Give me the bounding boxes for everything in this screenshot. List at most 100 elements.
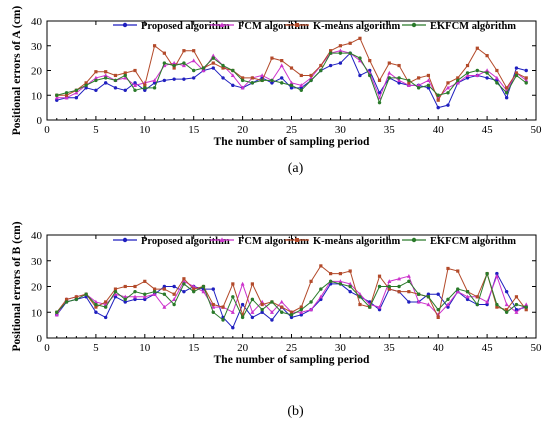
data-point (192, 287, 196, 291)
x-tick-label: 0 (44, 342, 50, 354)
data-point (416, 292, 421, 296)
data-point (299, 310, 304, 314)
data-point (485, 302, 489, 307)
data-point (64, 300, 69, 304)
data-point (348, 289, 352, 294)
data-point (387, 287, 391, 291)
data-point (182, 289, 186, 294)
data-point (348, 284, 352, 289)
data-point (201, 68, 206, 73)
data-point (133, 294, 138, 299)
data-point (309, 307, 314, 312)
data-point (162, 51, 166, 55)
data-point (485, 71, 489, 75)
x-tick-label: 10 (139, 342, 151, 354)
data-point (162, 61, 167, 65)
data-point (191, 58, 196, 63)
data-point (201, 284, 206, 289)
legend: Proposed algorithm FCM algorithm K-means a… (113, 21, 516, 32)
data-point (250, 76, 254, 80)
data-point (240, 302, 245, 307)
data-point (260, 310, 264, 314)
series-ekfcm-algorithm (55, 271, 528, 322)
data-point (182, 277, 186, 281)
data-point (54, 312, 59, 317)
data-point (113, 287, 118, 291)
legend-label: K-means algorithm (313, 236, 400, 247)
data-point (338, 48, 343, 53)
data-point (260, 307, 264, 312)
legend-marker (295, 238, 299, 242)
data-point (377, 100, 382, 105)
data-point (250, 315, 255, 320)
data-point (358, 56, 362, 60)
data-point (524, 68, 528, 73)
data-point (377, 274, 382, 278)
x-tick-label: 25 (286, 342, 298, 354)
y-axis-label: Positional errors of B (cm) (11, 221, 23, 351)
data-point (504, 289, 509, 294)
data-point (495, 302, 499, 307)
data-point (211, 61, 215, 65)
y-tick-label: 40 (31, 230, 43, 242)
data-point (123, 294, 128, 299)
data-point (250, 297, 255, 302)
data-point (240, 281, 245, 286)
data-point (417, 76, 421, 80)
data-point (407, 290, 411, 294)
data-point (475, 295, 479, 299)
data-point (319, 63, 323, 68)
data-point (123, 300, 127, 304)
data-point (133, 88, 137, 93)
data-point (280, 310, 284, 314)
data-point (113, 289, 118, 294)
x-tick-label: 15 (188, 342, 200, 354)
data-point (133, 289, 137, 294)
data-point (485, 54, 489, 58)
data-point (465, 73, 470, 78)
x-tick-label: 10 (139, 124, 151, 136)
data-point (74, 297, 79, 302)
data-point (133, 83, 138, 87)
data-point (221, 76, 225, 80)
panel-a: 0 5 10 15 20 25 30 35 40 45 50 0 10 20 30 40 The number … (11, 6, 542, 176)
data-point (152, 289, 157, 294)
data-point (407, 78, 411, 83)
data-point (485, 271, 489, 276)
x-tick-label: 0 (44, 124, 50, 136)
data-point (142, 294, 147, 299)
data-point (94, 88, 98, 93)
data-point (446, 297, 450, 302)
data-point (348, 41, 352, 45)
data-point (240, 315, 245, 320)
data-point (211, 302, 215, 307)
data-point (357, 292, 362, 296)
data-point (172, 292, 176, 296)
data-point (475, 46, 479, 50)
data-point (192, 76, 196, 80)
data-point (348, 269, 352, 273)
data-point (55, 310, 59, 314)
data-point (455, 289, 460, 294)
legend-item: Proposed algorithm (113, 236, 230, 247)
y-tick-label: 10 (31, 90, 43, 102)
legend-label: FCM algorithm (238, 21, 309, 32)
data-point (250, 310, 255, 314)
data-point (133, 297, 137, 302)
data-point (514, 310, 519, 314)
data-point (299, 313, 303, 317)
legend-label: K-means algorithm (313, 21, 400, 32)
panel-caption: (a) (288, 161, 304, 176)
legend-label: Proposed algorithm (141, 236, 230, 247)
data-point (181, 279, 186, 283)
data-point (524, 305, 528, 309)
y-tick-label: 30 (31, 41, 43, 53)
data-point (279, 63, 284, 68)
data-point (84, 81, 88, 85)
data-point (456, 269, 460, 273)
data-point (445, 302, 450, 307)
x-tick-label: 5 (93, 342, 99, 354)
data-point (358, 36, 362, 40)
data-point (338, 282, 343, 286)
data-point (143, 297, 147, 302)
